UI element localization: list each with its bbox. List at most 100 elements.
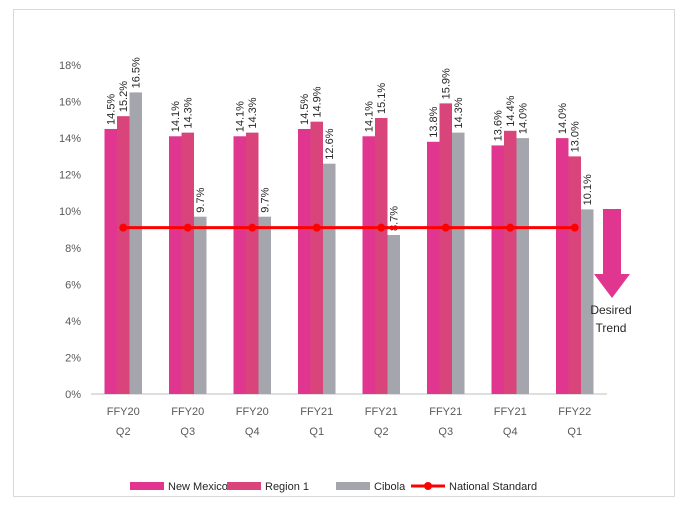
bar bbox=[298, 128, 311, 394]
national-standard-marker bbox=[377, 223, 386, 232]
data-label: 14.1% bbox=[235, 101, 247, 132]
data-label: 9.7% bbox=[195, 187, 207, 212]
y-tick-label: 18% bbox=[59, 60, 81, 72]
data-label: 8.7% bbox=[389, 206, 401, 231]
bar-chart: 0% 2% 4% 6% 8% 10% 12% 14% 16% 18% FFY20 Q2 FFY20 Q3… bbox=[59, 57, 632, 493]
bar bbox=[375, 118, 388, 394]
y-tick-label: 10% bbox=[59, 206, 81, 218]
bar bbox=[310, 121, 323, 395]
national-standard-marker bbox=[183, 223, 192, 232]
y-tick-label: 8% bbox=[65, 243, 81, 255]
x-axis: FFY20 Q2 FFY20 Q3 FFY20 Q4 FFY21 Q1 FFY21 Q2 FFY21… bbox=[91, 393, 607, 438]
legend-marker bbox=[424, 482, 432, 490]
data-label: 14.0% bbox=[557, 103, 569, 134]
legend-label: National Standard bbox=[449, 481, 537, 493]
y-tick-label: 6% bbox=[65, 279, 81, 291]
national-standard-marker bbox=[506, 223, 515, 232]
bar bbox=[169, 136, 182, 394]
x-tick-label: FFY20 bbox=[171, 406, 204, 418]
legend: New Mexico Region 1 Cibola National Standar… bbox=[130, 481, 537, 493]
bar bbox=[439, 103, 452, 394]
data-label: 16.5% bbox=[131, 57, 143, 88]
bar bbox=[491, 145, 504, 394]
trend-arrow-icon bbox=[594, 209, 630, 298]
x-tick-label: Q3 bbox=[438, 426, 453, 438]
data-label: 14.9% bbox=[312, 86, 324, 117]
bar bbox=[246, 132, 259, 394]
national-standard-line bbox=[119, 223, 579, 232]
data-label: 12.6% bbox=[324, 128, 336, 159]
data-label: 14.4% bbox=[505, 95, 517, 126]
bar bbox=[504, 130, 517, 395]
bar bbox=[568, 156, 581, 394]
bar bbox=[104, 128, 117, 394]
trend-label: Desired bbox=[590, 303, 631, 317]
x-tick-label: Q4 bbox=[503, 426, 518, 438]
legend-swatch bbox=[227, 482, 261, 490]
bar bbox=[581, 209, 594, 394]
data-label: 13.0% bbox=[570, 121, 582, 152]
national-standard-marker bbox=[119, 223, 128, 232]
x-tick-label: Q1 bbox=[309, 426, 324, 438]
bar bbox=[181, 132, 194, 394]
x-tick-label: FFY22 bbox=[558, 406, 591, 418]
bar bbox=[233, 136, 246, 394]
bar bbox=[556, 138, 569, 394]
y-tick-label: 4% bbox=[65, 316, 81, 328]
bar bbox=[452, 132, 465, 394]
x-tick-label: FFY21 bbox=[494, 406, 527, 418]
bar bbox=[258, 216, 271, 394]
bar bbox=[117, 116, 130, 394]
y-tick-label: 2% bbox=[65, 352, 81, 364]
data-labels: 14.5% 14.1% 14.1% 14.5% 14.1% 13.8% 13.6% 14.0%… bbox=[106, 57, 595, 231]
data-label: 14.3% bbox=[247, 97, 259, 128]
bar bbox=[387, 234, 400, 394]
data-label: 14.1% bbox=[170, 101, 182, 132]
y-tick-label: 16% bbox=[59, 97, 81, 109]
national-standard-marker bbox=[248, 223, 257, 232]
legend-label: New Mexico bbox=[168, 481, 228, 493]
data-label: 14.5% bbox=[299, 94, 311, 125]
data-label: 10.1% bbox=[582, 174, 594, 205]
bar bbox=[323, 163, 336, 394]
data-label: 14.0% bbox=[518, 103, 530, 134]
x-tick-label: FFY21 bbox=[365, 406, 398, 418]
bar bbox=[129, 92, 142, 395]
x-tick-label: Q4 bbox=[245, 426, 260, 438]
data-label: 13.6% bbox=[493, 110, 505, 141]
data-label: 15.9% bbox=[441, 68, 453, 99]
x-tick-label: Q2 bbox=[116, 426, 131, 438]
legend-label: Cibola bbox=[374, 481, 406, 493]
national-standard-marker bbox=[441, 223, 450, 232]
legend-swatch bbox=[336, 482, 370, 490]
data-label: 15.2% bbox=[118, 81, 130, 112]
data-label: 15.1% bbox=[376, 83, 388, 114]
y-tick-label: 14% bbox=[59, 133, 81, 145]
x-tick-label: Q1 bbox=[567, 426, 582, 438]
x-tick-label: FFY20 bbox=[236, 406, 269, 418]
x-tick-label: Q2 bbox=[374, 426, 389, 438]
y-tick-label: 0% bbox=[65, 389, 81, 401]
x-tick-label: FFY21 bbox=[300, 406, 333, 418]
y-tick-label: 12% bbox=[59, 170, 81, 182]
national-standard-marker bbox=[570, 223, 579, 232]
trend-label: Trend bbox=[596, 321, 627, 335]
legend-swatch bbox=[130, 482, 164, 490]
x-tick-label: Q3 bbox=[180, 426, 195, 438]
bar bbox=[194, 216, 207, 394]
y-axis-ticks: 0% 2% 4% 6% 8% 10% 12% 14% 16% 18% bbox=[59, 60, 81, 401]
bar-series bbox=[104, 92, 594, 395]
bar bbox=[516, 138, 529, 394]
chart-frame: 0% 2% 4% 6% 8% 10% 12% 14% 16% 18% FFY20 Q2 FFY20 Q3… bbox=[13, 9, 675, 497]
national-standard-marker bbox=[312, 223, 321, 232]
bar bbox=[362, 136, 375, 394]
data-label: 9.7% bbox=[260, 187, 272, 212]
x-tick-label: FFY21 bbox=[429, 406, 462, 418]
data-label: 14.3% bbox=[453, 97, 465, 128]
data-label: 13.8% bbox=[428, 106, 440, 137]
data-label: 14.5% bbox=[106, 94, 118, 125]
data-label: 14.1% bbox=[364, 101, 376, 132]
data-label: 14.3% bbox=[183, 97, 195, 128]
legend-label: Region 1 bbox=[265, 481, 309, 493]
desired-trend-annotation: Desired Trend bbox=[590, 209, 632, 335]
